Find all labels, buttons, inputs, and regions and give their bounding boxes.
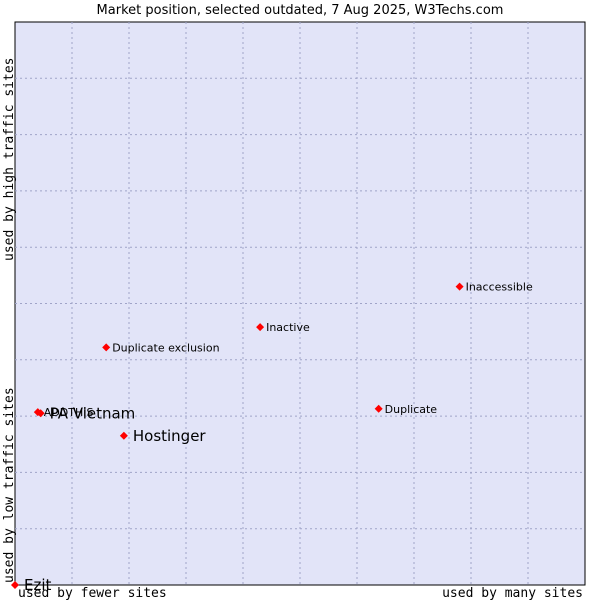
data-point-label: Duplicate xyxy=(385,403,438,416)
data-point-label: Inaccessible xyxy=(466,281,533,294)
data-point-label: Ezit xyxy=(24,576,52,594)
data-point-marker xyxy=(11,581,19,589)
data-point-marker xyxy=(36,409,45,418)
y-axis-label-bottom: used by low traffic sites xyxy=(2,387,17,583)
grid-lines xyxy=(15,22,585,585)
data-point-label: ADDTHIS xyxy=(44,406,94,419)
data-point-marker xyxy=(374,404,383,413)
data-point-marker xyxy=(119,431,128,440)
data-point-marker xyxy=(102,343,111,352)
data-points: Inaccessible Inactive Duplicate exclusion D… xyxy=(11,281,533,594)
x-axis-label-left: used by fewer sites xyxy=(18,586,167,600)
data-point-marker xyxy=(455,282,464,291)
data-point-label: Inactive xyxy=(266,321,310,334)
chart-title: Market position, selected outdated, 7 Au… xyxy=(97,3,504,18)
y-axis-label-top: used by high traffic sites xyxy=(2,58,17,262)
data-point-label: PA Vietnam xyxy=(50,404,136,422)
data-point-marker xyxy=(256,323,265,332)
x-axis-label-right: used by many sites xyxy=(442,586,583,600)
data-point-label: Duplicate exclusion xyxy=(112,341,219,354)
data-point-label: Hostinger xyxy=(133,427,207,445)
